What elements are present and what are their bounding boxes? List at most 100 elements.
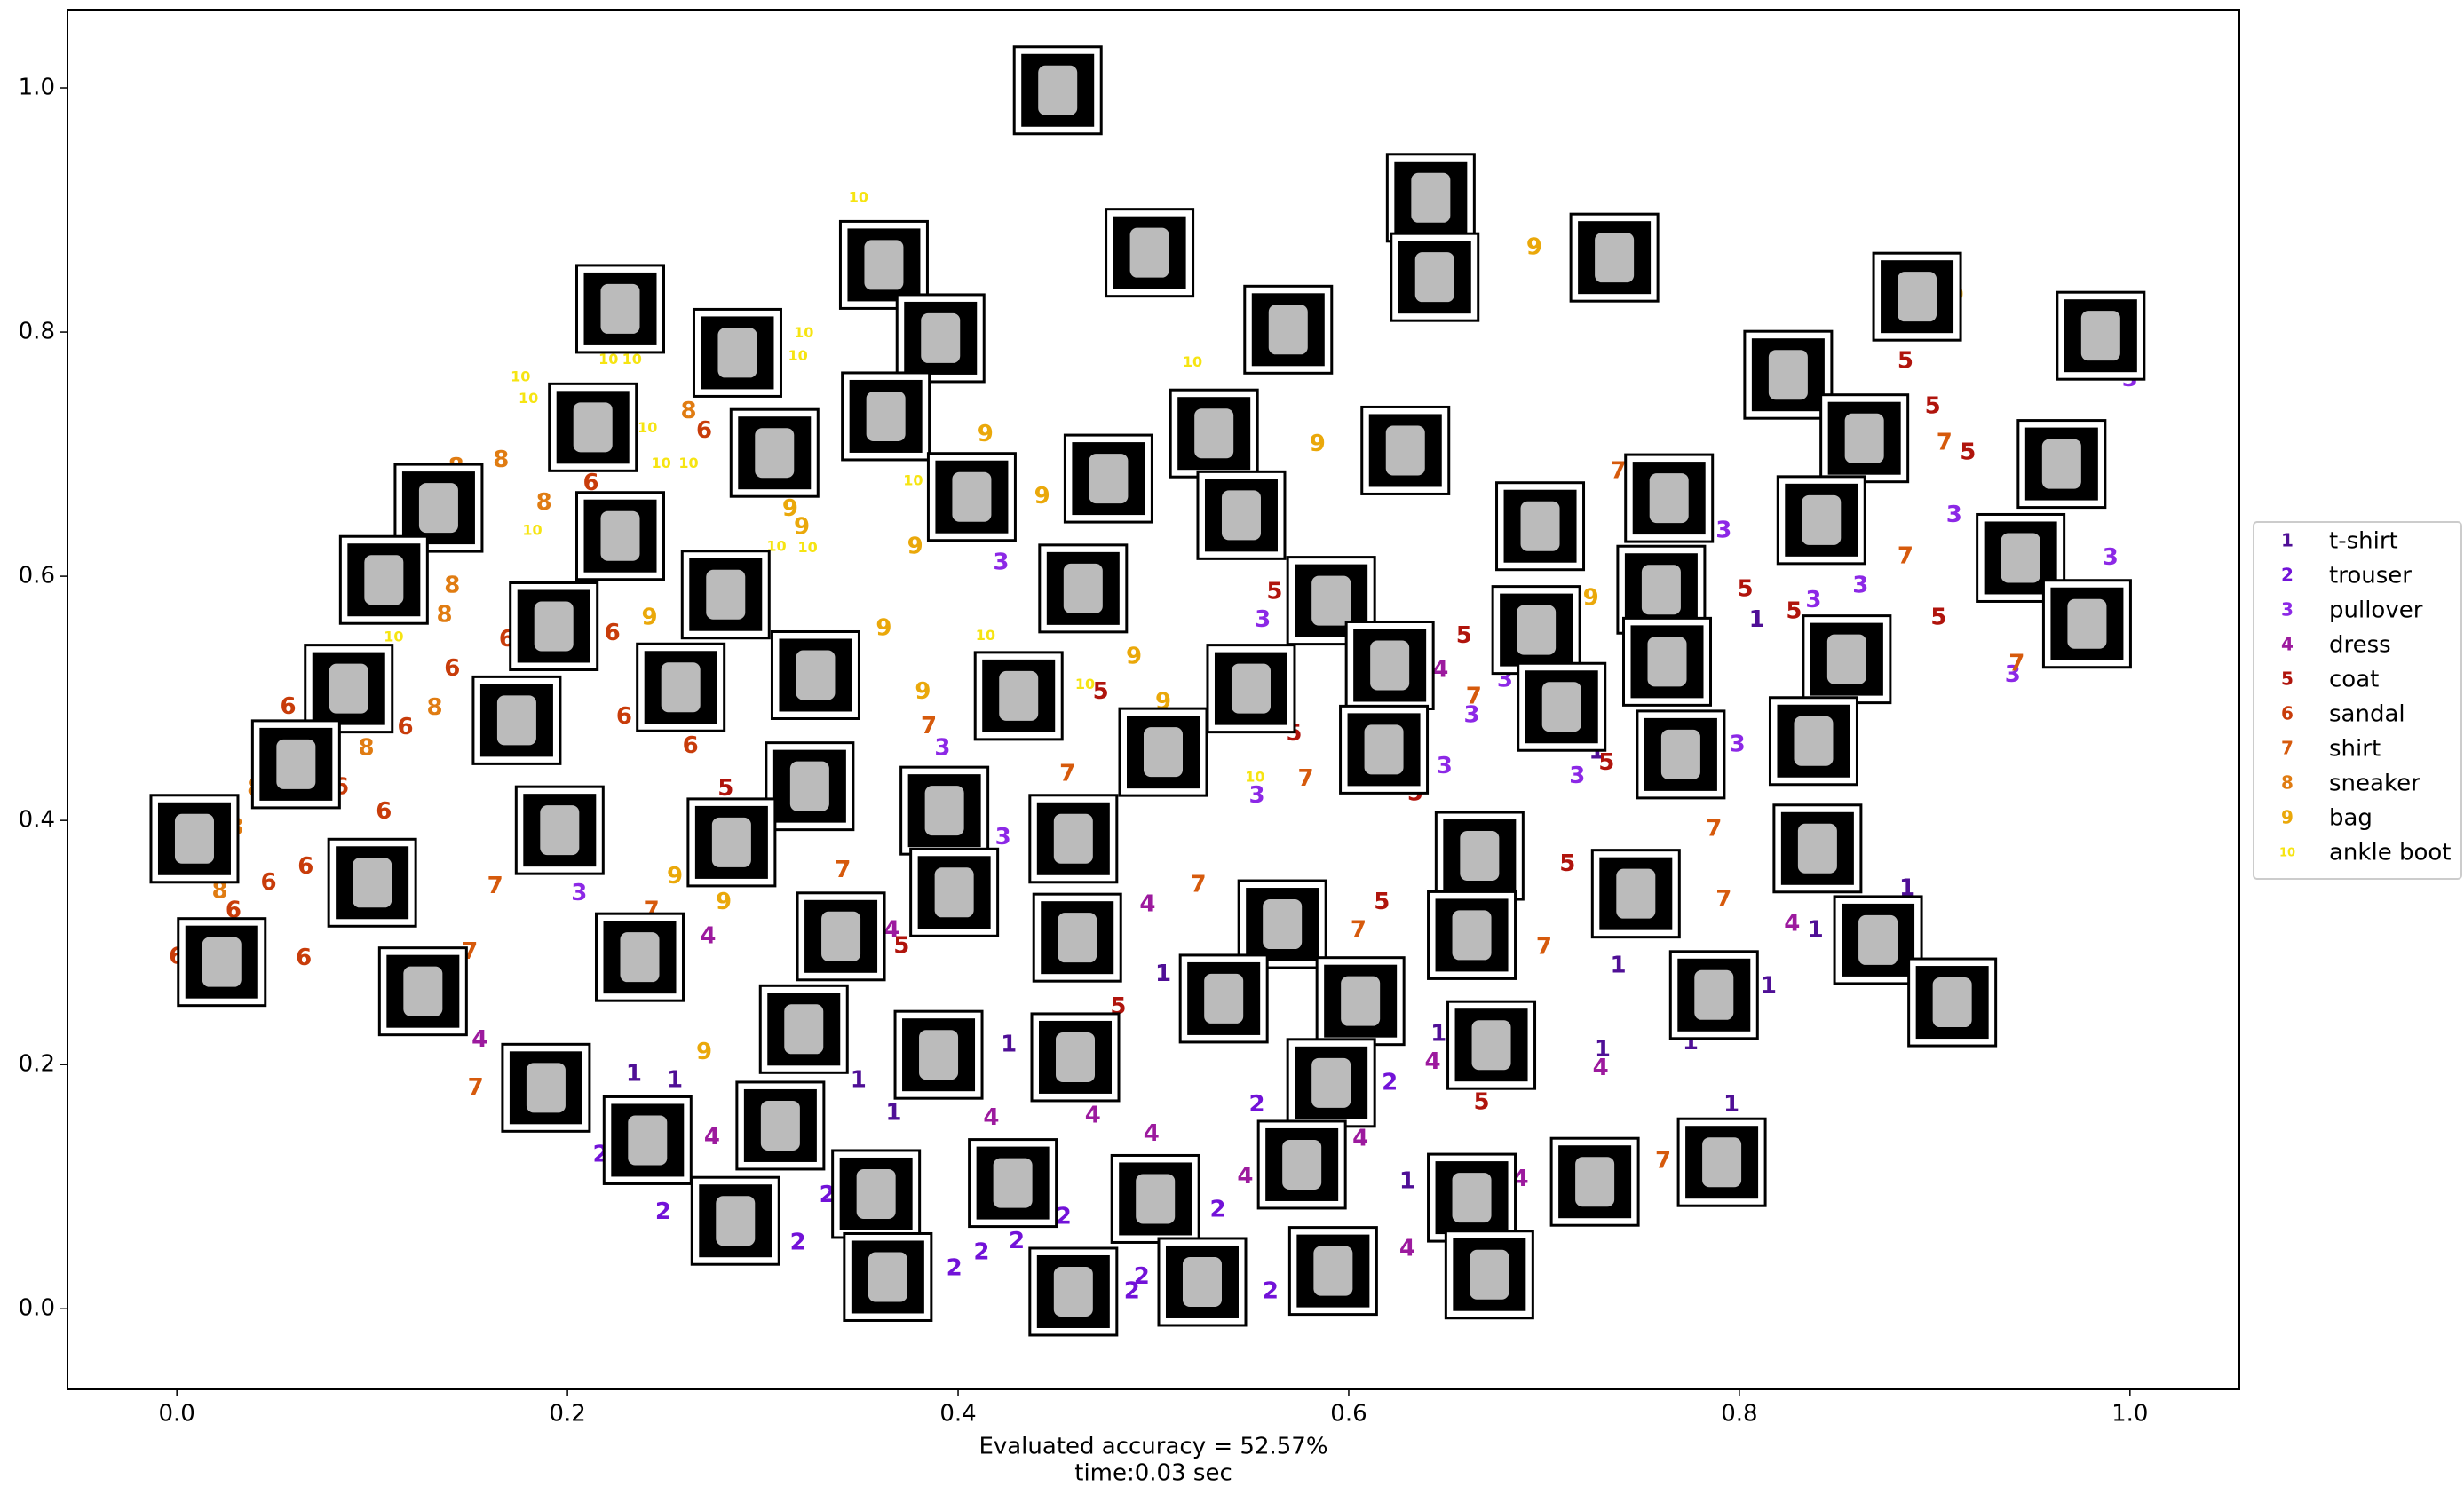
legend-label: sandal xyxy=(2329,701,2405,728)
thumbnail-item xyxy=(1794,716,1834,766)
thumbnail-item xyxy=(1136,1174,1176,1224)
y-tick-label: 0.6 xyxy=(19,563,55,589)
x-tick-label: 0.0 xyxy=(159,1401,195,1428)
point: 5 xyxy=(893,932,909,959)
point: 4 xyxy=(704,1124,720,1151)
thumbnail-item xyxy=(1385,425,1425,476)
thumbnail-item xyxy=(868,1252,907,1302)
point: 9 xyxy=(1310,431,1326,457)
point: 1 xyxy=(1430,1020,1446,1047)
thumbnail-item xyxy=(496,695,536,746)
point: 2 xyxy=(1210,1196,1226,1222)
point: 7 xyxy=(835,857,851,883)
thumbnail-item xyxy=(1231,663,1271,714)
point: 2 xyxy=(655,1198,671,1225)
thumbnail-item xyxy=(2067,598,2107,649)
point: 10 xyxy=(1183,353,1202,370)
point: 7 xyxy=(1610,457,1626,484)
legend-marker: 8 xyxy=(2281,772,2294,794)
thumbnail-item xyxy=(999,670,1039,721)
thumbnail-item xyxy=(1313,1246,1353,1296)
point: 6 xyxy=(297,853,313,880)
point: 6 xyxy=(582,470,598,496)
point: 10 xyxy=(511,368,530,384)
point: 3 xyxy=(1437,753,1453,779)
thumbnail-item xyxy=(993,1158,1033,1208)
point: 10 xyxy=(766,538,786,555)
thumbnail-item xyxy=(1204,973,1244,1024)
point: 10 xyxy=(622,351,642,368)
point: 5 xyxy=(1473,1088,1489,1115)
thumbnail-item xyxy=(1452,910,1492,961)
point: 7 xyxy=(1466,684,1482,710)
legend-label: sneaker xyxy=(2329,771,2420,797)
point: 10 xyxy=(598,351,618,368)
point: 1 xyxy=(885,1100,901,1127)
point: 5 xyxy=(1374,889,1390,915)
thumbnail-item xyxy=(1182,1256,1222,1307)
thumbnail-item xyxy=(789,761,829,811)
point: 9 xyxy=(1526,234,1542,261)
point: 1 xyxy=(1595,1036,1611,1063)
thumbnail-item xyxy=(821,911,861,961)
point: 3 xyxy=(571,880,587,906)
point: 10 xyxy=(678,455,698,471)
thumbnail-item xyxy=(934,867,974,918)
point: 4 xyxy=(1432,656,1448,683)
thumbnail-item xyxy=(1616,868,1656,919)
thumbnail-item xyxy=(329,663,368,714)
point: 10 xyxy=(794,324,813,341)
legend-label: trouser xyxy=(2329,563,2412,589)
thumbnail-item xyxy=(1411,172,1451,223)
legend-marker: 5 xyxy=(2281,668,2294,690)
point: 5 xyxy=(1737,576,1753,603)
thumbnail-item xyxy=(1517,605,1557,655)
thumbnail-item xyxy=(628,1115,668,1166)
x-tick-label: 0.6 xyxy=(1330,1401,1367,1428)
point: 7 xyxy=(2008,651,2024,677)
thumbnail-item xyxy=(1058,913,1097,963)
point: 2 xyxy=(1382,1069,1398,1095)
point: 3 xyxy=(1805,587,1821,613)
point: 7 xyxy=(1655,1147,1671,1174)
thumbnail-item xyxy=(1053,1266,1093,1317)
thumbnail-item xyxy=(1768,350,1808,400)
thumbnail-item xyxy=(1063,563,1103,613)
point: 8 xyxy=(444,573,460,599)
point: 2 xyxy=(1124,1277,1140,1304)
point: 5 xyxy=(1898,348,1913,375)
point: 2 xyxy=(790,1229,806,1255)
thumbnail-item xyxy=(353,858,392,908)
point: 10 xyxy=(976,627,995,644)
point: 3 xyxy=(2103,544,2119,571)
thumbnail-item xyxy=(1089,454,1129,504)
thumbnail-item xyxy=(526,1063,566,1113)
thumbnail-item xyxy=(1263,899,1303,950)
point: 2 xyxy=(1134,1263,1150,1290)
point: 8 xyxy=(358,735,374,762)
legend-marker: 1 xyxy=(2281,530,2294,551)
point: 8 xyxy=(493,447,509,473)
thumbnail-item xyxy=(796,650,836,700)
thumbnail-item xyxy=(661,662,701,713)
point: 3 xyxy=(1569,763,1585,789)
point: 1 xyxy=(1155,961,1171,987)
thumbnail-item xyxy=(1694,969,1734,1020)
y-tick-label: 0.4 xyxy=(19,807,55,834)
point: 10 xyxy=(849,188,868,205)
thumbnail-item xyxy=(1364,724,1404,775)
thumbnail-item xyxy=(1660,729,1700,779)
thumbnail-item xyxy=(1797,823,1837,874)
y-tick-label: 0.2 xyxy=(19,1051,55,1078)
point: 9 xyxy=(667,863,683,890)
thumbnail-item xyxy=(1858,914,1898,965)
point: 2 xyxy=(973,1238,989,1265)
point: 6 xyxy=(296,945,312,971)
thumbnail-item xyxy=(573,402,613,453)
point: 2 xyxy=(947,1254,963,1281)
point: 9 xyxy=(907,534,923,560)
point: 4 xyxy=(700,922,716,949)
point: 3 xyxy=(1255,606,1271,633)
legend-label: ankle boot xyxy=(2329,840,2451,866)
point: 8 xyxy=(212,877,228,904)
